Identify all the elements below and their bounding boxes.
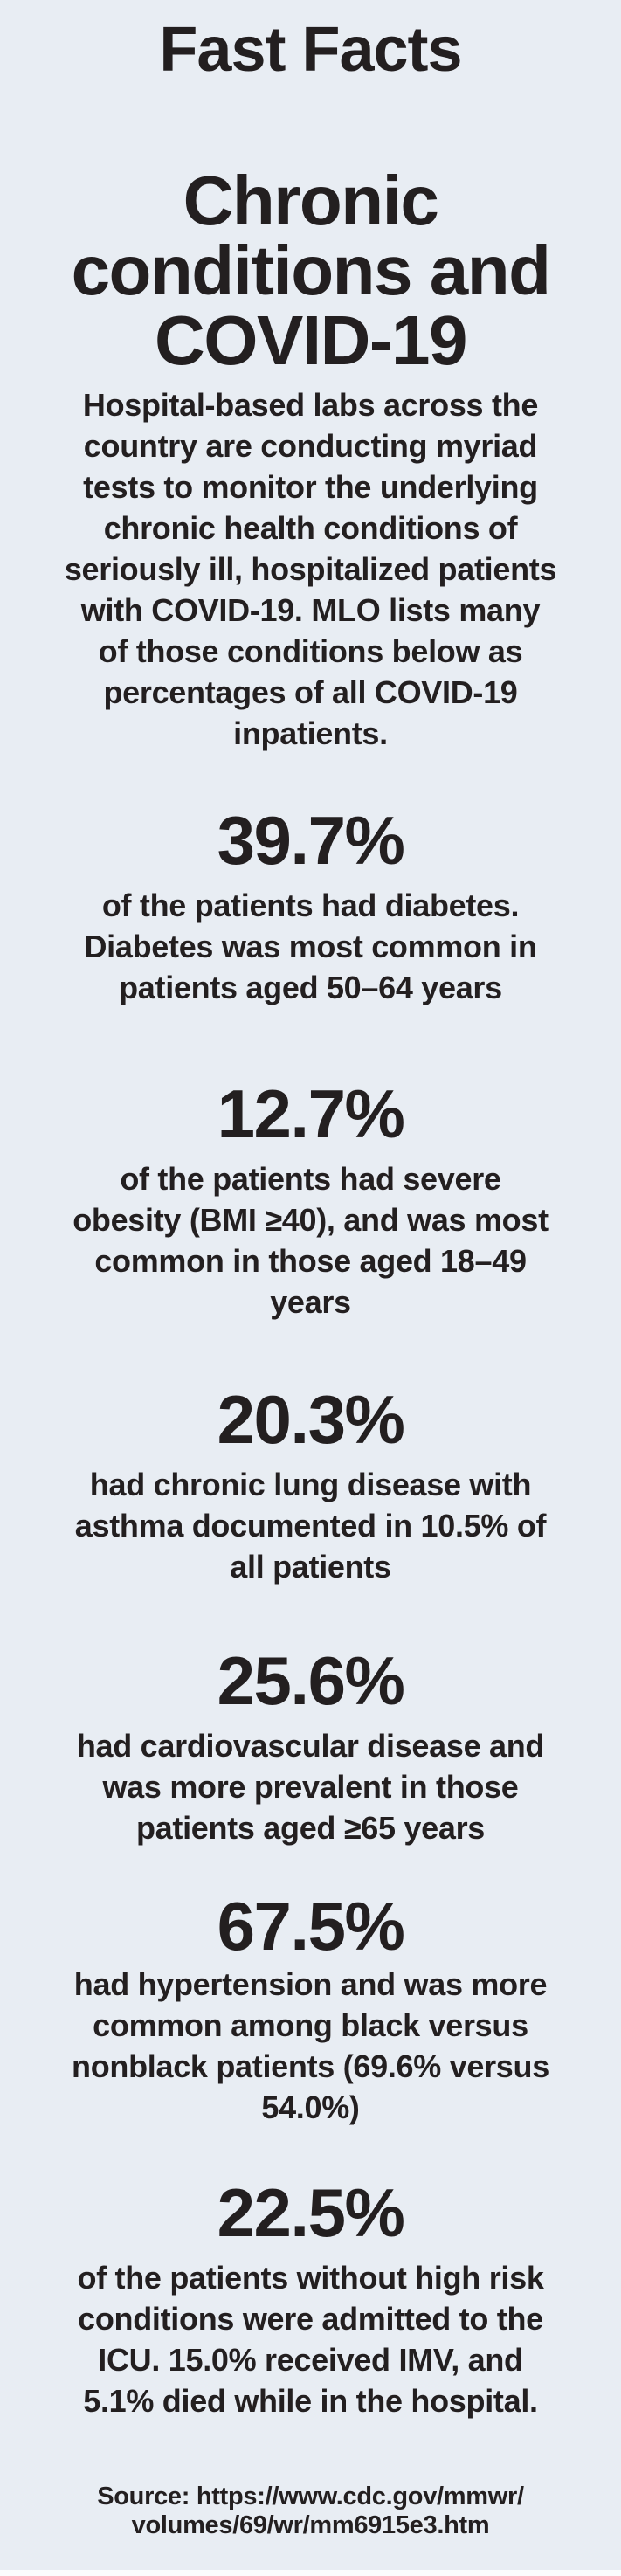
stat-cardiovascular-disease: 25.6% had cardiovascular disease and was… [30, 1647, 591, 1848]
stat-description: of the patients without high risk condit… [77, 2260, 544, 2419]
stat-severe-obesity: 12.7% of the patients had severe obesity… [30, 1080, 591, 1323]
stat-description: had chronic lung disease with asthma doc… [74, 1467, 547, 1585]
stat-value: 22.5% [217, 2174, 405, 2251]
intro-paragraph: Hospital-based labs across the country a… [64, 387, 557, 751]
stat-description: had cardiovascular disease and was more … [76, 1728, 545, 1846]
stat-no-high-risk-icu: 22.5% of the patients without high risk … [30, 2179, 591, 2421]
stat-chronic-lung-disease: 20.3% had chronic lung disease with asth… [30, 1385, 591, 1587]
main-heading: Chronic conditions and COVID-19 [71, 162, 551, 379]
stat-description: of the patients had diabetes. Diabetes w… [84, 887, 537, 1005]
bottom-margin-strip [0, 2570, 621, 2576]
stat-value: 67.5% [217, 1888, 405, 1965]
stat-description: had hypertension and was more common amo… [72, 1966, 549, 2125]
stat-value: 20.3% [217, 1381, 405, 1458]
stat-value: 39.7% [217, 802, 405, 879]
stat-hypertension: 67.5% had hypertension and was more comm… [30, 1892, 591, 2128]
page-title: Fast Facts [159, 15, 462, 85]
stat-value: 12.7% [217, 1075, 405, 1152]
stat-diabetes: 39.7% of the patients had diabetes. Diab… [30, 806, 591, 1008]
source-citation: Source: https://www.cdc.gov/mmwr/ volume… [97, 2483, 524, 2539]
stat-description: of the patients had severe obesity (BMI … [72, 1161, 549, 1320]
stat-value: 25.6% [217, 1642, 405, 1719]
